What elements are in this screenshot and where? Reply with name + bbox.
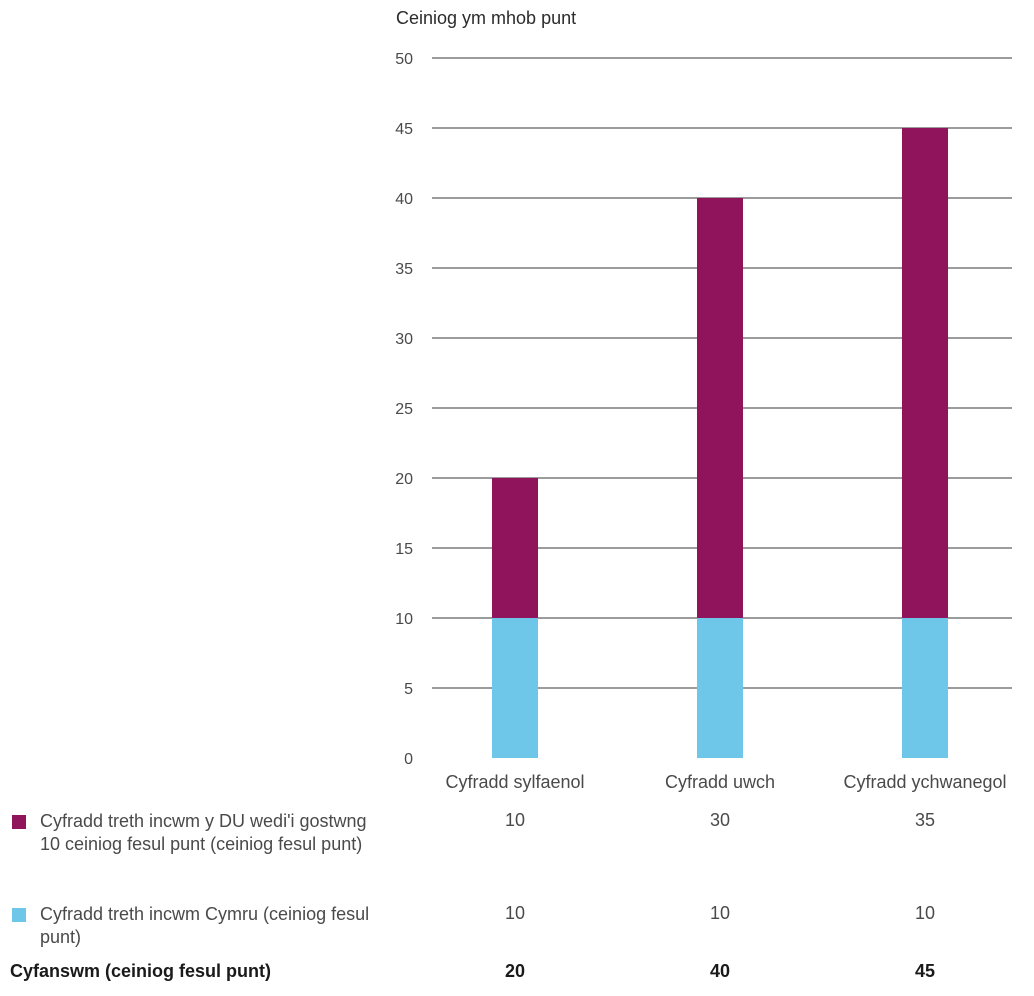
legend-swatch-wales-rate [12, 908, 26, 922]
legend-row-uk-rate: Cyfradd treth incwm y DU wedi'i gostwng … [12, 810, 370, 856]
y-tick-label: 45 [395, 121, 413, 138]
table-cell-total-additional: 45 [914, 961, 936, 981]
legend-label-wales-rate: Cyfradd treth incwm Cymru (ceiniog fesul… [40, 904, 370, 947]
bar-segment-uk-rate [492, 478, 538, 618]
table-cell-uk-additional: 35 [914, 810, 936, 830]
table-cell-total-basic: 20 [504, 961, 526, 981]
table-cell-wales-basic: 10 [504, 903, 526, 923]
table-cell-wales-additional: 10 [914, 903, 936, 923]
bar-segment-wales-rate [492, 618, 538, 758]
chart-plot-area: Ceiniog ym mhob punt 0 5 10 15 20 25 30 35 40 45 5… [395, 8, 1012, 792]
legend-label-uk-rate: Cyfradd treth incwm y DU wedi'i gostwng … [40, 811, 367, 854]
y-tick-label: 30 [395, 331, 413, 348]
legend-row-wales-rate: Cyfradd treth incwm Cymru (ceiniog fesul… [12, 903, 370, 949]
y-axis-label: Ceiniog ym mhob punt [396, 8, 576, 28]
category-labels: Cyfradd sylfaenol Cyfradd uwch Cyfradd ych… [445, 772, 1006, 792]
y-tick-label: 10 [395, 611, 413, 628]
y-tick-label: 35 [395, 261, 413, 278]
total-row-label: Cyfanswm (ceiniog fesul punt) [10, 961, 272, 981]
bars [492, 128, 948, 758]
y-tick-label: 15 [395, 541, 413, 558]
y-tick-label: 20 [395, 471, 413, 488]
legend-swatch-uk-rate [12, 815, 26, 829]
bar-segment-wales-rate [902, 618, 948, 758]
y-tick-label: 5 [404, 681, 413, 698]
x-category-label: Cyfradd uwch [665, 772, 775, 792]
bar-segment-uk-rate [697, 198, 743, 618]
y-tick-label: 0 [404, 751, 413, 768]
bar-segment-wales-rate [697, 618, 743, 758]
x-category-label: Cyfradd sylfaenol [445, 772, 584, 792]
y-tick-label: 25 [395, 401, 413, 418]
x-category-label: Cyfradd ychwanegol [843, 772, 1006, 792]
bar-segment-uk-rate [902, 128, 948, 618]
table-cell-uk-higher: 30 [709, 810, 731, 830]
y-tick-label: 50 [395, 51, 413, 68]
y-tick-label: 40 [395, 191, 413, 208]
table-cell-wales-higher: 10 [709, 903, 731, 923]
table-cell-total-higher: 40 [709, 961, 731, 981]
table-cell-uk-basic: 10 [504, 810, 526, 830]
